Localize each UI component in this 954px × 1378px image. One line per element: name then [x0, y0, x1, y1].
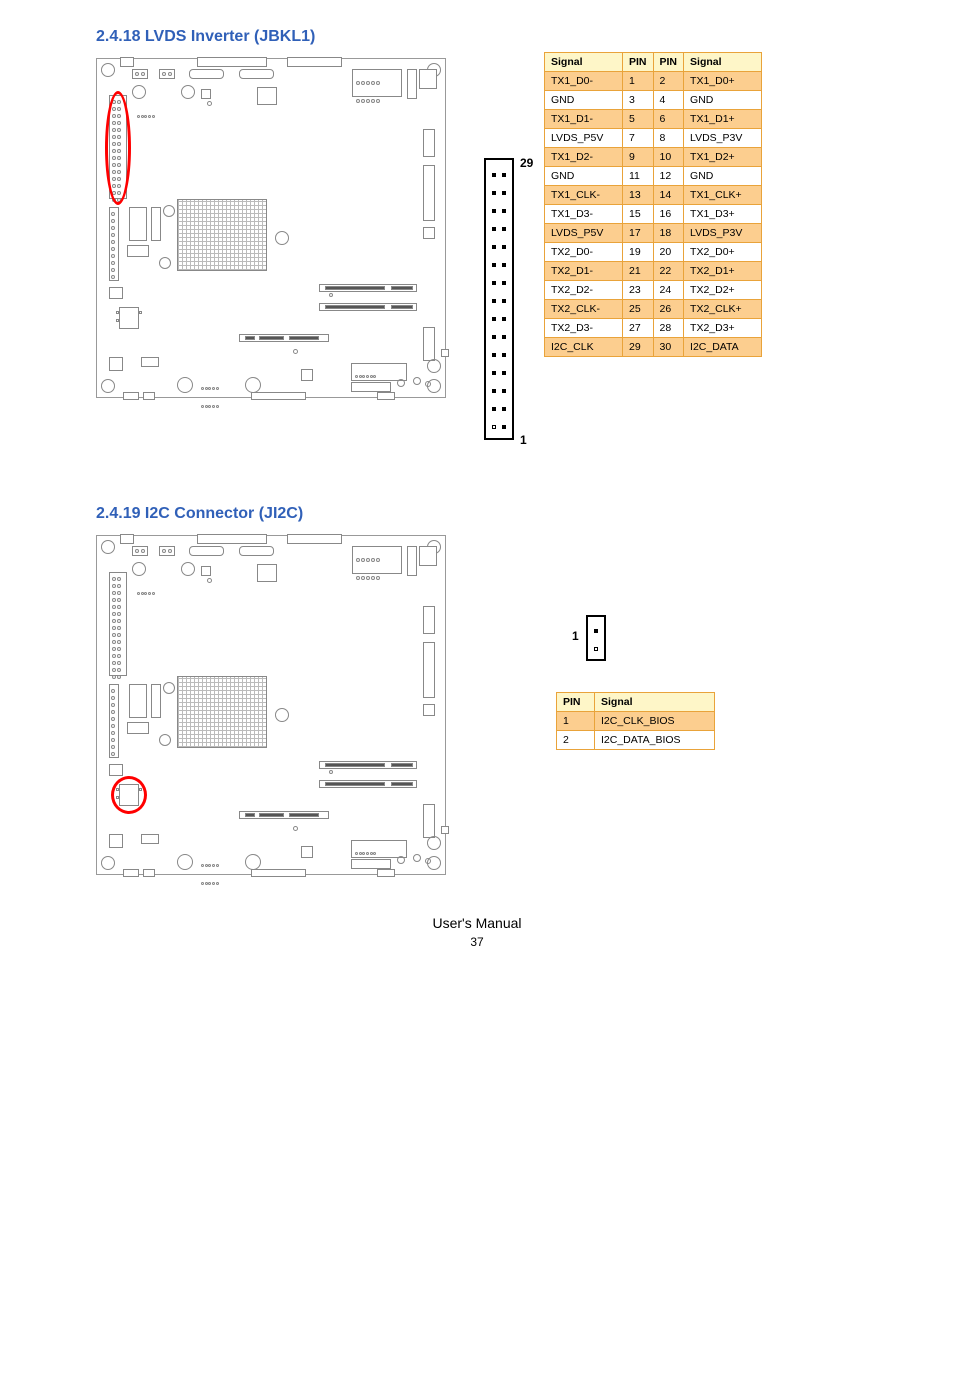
table-header-row: PIN Signal — [557, 693, 715, 712]
th-pin-r: PIN — [653, 53, 684, 72]
page: 2.4.18 LVDS Inverter (JBKL1) — [0, 28, 954, 1378]
ji2c-table: PIN Signal 1I2C_CLK_BIOS 2I2C_DATA_BIOS — [556, 692, 715, 750]
table-row: TX2_D3-2728TX2_D3+ — [545, 319, 762, 338]
th-signal-l: Signal — [545, 53, 623, 72]
red-highlight-ji2c — [111, 776, 147, 814]
table-row: LVDS_P5V78LVDS_P3V — [545, 129, 762, 148]
pin-label-1: 1 — [520, 433, 527, 447]
table-row: 2I2C_DATA_BIOS — [557, 731, 715, 750]
footer-text: User's Manual — [0, 915, 954, 931]
table-row: TX2_D0-1920TX2_D0+ — [545, 243, 762, 262]
section1-title: 2.4.18 LVDS Inverter (JBKL1) — [96, 28, 954, 46]
table-row: TX1_D2-910TX1_D2+ — [545, 148, 762, 167]
table-row: TX1_CLK-1314TX1_CLK+ — [545, 186, 762, 205]
table-row: 1I2C_CLK_BIOS — [557, 712, 715, 731]
table-row: TX2_D1-2122TX2_D1+ — [545, 262, 762, 281]
pin-label-1-ji2c: 1 — [572, 629, 579, 643]
pcb-board-2 — [96, 535, 446, 875]
table-row: GND34GND — [545, 91, 762, 110]
table-row: TX1_D3-1516TX1_D3+ — [545, 205, 762, 224]
jbkl1-table: Signal PIN PIN Signal TX1_D0-12TX1_D0+ G… — [544, 52, 762, 357]
pin-label-29: 29 — [520, 156, 533, 170]
red-highlight-jbkl1 — [105, 91, 131, 205]
th-pin: PIN — [557, 693, 595, 712]
section1-row: 29 — [96, 58, 954, 445]
pcb-board-1 — [96, 58, 446, 398]
table-row: GND1112GND — [545, 167, 762, 186]
th-signal: Signal — [595, 693, 715, 712]
connector-graphic-jbkl1: 29 — [484, 158, 514, 445]
table-row: TX1_D1-56TX1_D1+ — [545, 110, 762, 129]
table-row: TX2_D2-2324TX2_D2+ — [545, 281, 762, 300]
table-row: LVDS_P5V1718LVDS_P3V — [545, 224, 762, 243]
table-row: TX1_D0-12TX1_D0+ — [545, 72, 762, 91]
page-number: 37 — [0, 935, 954, 949]
section2-row: 1 PIN Signal 1I2C_CLK_BIOS — [96, 535, 954, 875]
th-pin-l: PIN — [623, 53, 654, 72]
jbkl1-table-wrap: Signal PIN PIN Signal TX1_D0-12TX1_D0+ G… — [544, 52, 762, 357]
section2-title: 2.4.19 I2C Connector (JI2C) — [96, 505, 954, 523]
connector-graphic-ji2c: 1 — [586, 615, 715, 666]
table-row: I2C_CLK2930I2C_DATA — [545, 338, 762, 357]
table-header-row: Signal PIN PIN Signal — [545, 53, 762, 72]
section2-right-col: 1 PIN Signal 1I2C_CLK_BIOS — [586, 535, 715, 750]
table-row: TX2_CLK-2526TX2_CLK+ — [545, 300, 762, 319]
th-signal-r: Signal — [684, 53, 762, 72]
